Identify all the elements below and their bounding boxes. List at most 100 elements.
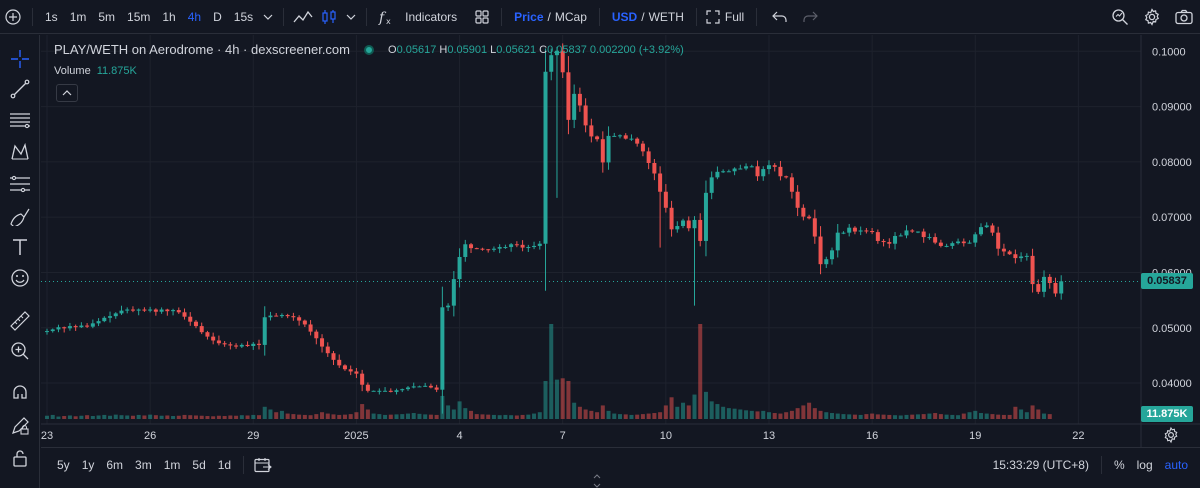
- volume-bar: [927, 413, 932, 419]
- log-scale-toggle[interactable]: log: [1136, 458, 1153, 472]
- volume-bar: [302, 414, 307, 419]
- x-tick-label: 16: [866, 430, 878, 442]
- range-3m[interactable]: 3m: [135, 457, 152, 472]
- high-value: 0.05901: [447, 43, 488, 56]
- candle: [314, 331, 319, 339]
- volume-bar: [640, 414, 645, 419]
- volume-bar: [881, 414, 886, 419]
- svg-text:f: f: [378, 10, 387, 25]
- full-button[interactable]: Full: [724, 9, 745, 24]
- volume-bar: [893, 415, 898, 419]
- range-5d[interactable]: 5d: [192, 457, 206, 472]
- range-5y[interactable]: 5y: [57, 457, 70, 472]
- line-chart-icon[interactable]: [290, 0, 316, 34]
- candle: [1053, 282, 1058, 294]
- volume-bar: [211, 416, 216, 419]
- trend-line-icon[interactable]: [6, 75, 34, 103]
- ruler-icon[interactable]: [6, 307, 34, 335]
- emoji-icon[interactable]: [6, 264, 34, 292]
- price-chart[interactable]: 0.040000.050000.060000.070000.080000.090…: [41, 35, 1200, 447]
- range-1m[interactable]: 1m: [163, 457, 181, 472]
- candle: [216, 340, 221, 344]
- brush-icon[interactable]: [6, 202, 34, 230]
- candle: [193, 321, 198, 327]
- toolbar-divider: [366, 7, 368, 26]
- horizontal-lines-icon[interactable]: [6, 106, 34, 134]
- volume-bar: [755, 411, 760, 419]
- percent-scale-toggle[interactable]: %: [1113, 458, 1125, 472]
- volume-bar: [503, 414, 508, 419]
- volume-bar: [44, 415, 50, 419]
- chevron-down-icon[interactable]: [342, 0, 360, 34]
- interval-1h[interactable]: 1h: [162, 9, 176, 24]
- pencil-lock-icon[interactable]: [6, 412, 34, 440]
- crosshair-icon[interactable]: [6, 45, 34, 73]
- bottom-toolbar: 5y 1y 6m 3m 1m 5d 1d 15:33:29 (UTC+8) % …: [41, 447, 1200, 481]
- interval-1m[interactable]: 1m: [69, 9, 87, 24]
- auto-scale-toggle[interactable]: auto: [1164, 458, 1188, 472]
- chevron-down-icon[interactable]: [259, 0, 277, 34]
- candle: [692, 219, 697, 229]
- candle: [405, 387, 410, 390]
- candle: [554, 50, 559, 56]
- collapse-legend-button[interactable]: [56, 84, 78, 102]
- pattern-icon[interactable]: [6, 138, 34, 166]
- clock-time[interactable]: 15:33:29 (UTC+8): [992, 458, 1089, 472]
- redo-icon[interactable]: [797, 0, 823, 34]
- volume-bar: [761, 410, 766, 419]
- candles-icon[interactable]: [316, 0, 342, 34]
- y-tick-label: 0.1000: [1152, 46, 1186, 58]
- volume-bar: [789, 410, 794, 419]
- volume-bar: [858, 414, 863, 419]
- lock-icon[interactable]: [6, 444, 34, 472]
- indicators-button[interactable]: Indicators: [405, 9, 458, 24]
- candle: [927, 237, 932, 239]
- volume-bar: [469, 410, 474, 419]
- quick-search-icon[interactable]: [1104, 0, 1136, 34]
- magnet-icon[interactable]: [6, 380, 34, 408]
- fib-retracement-icon[interactable]: [6, 170, 34, 198]
- range-6m[interactable]: 6m: [106, 457, 124, 472]
- interval-4h[interactable]: 4h: [187, 9, 202, 24]
- interval-5m[interactable]: 5m: [98, 9, 116, 24]
- resize-handle-icon[interactable]: [592, 474, 602, 488]
- settings-gear-icon[interactable]: [1136, 0, 1168, 34]
- templates-grid-icon[interactable]: [469, 0, 495, 34]
- candle: [239, 344, 244, 347]
- weth-toggle[interactable]: WETH: [648, 9, 684, 24]
- candle: [257, 343, 262, 345]
- calendar-goto-icon[interactable]: [250, 448, 276, 482]
- range-1d[interactable]: 1d: [217, 457, 232, 472]
- candle: [279, 315, 284, 317]
- zoom-in-icon[interactable]: [6, 337, 34, 365]
- candle: [44, 331, 50, 333]
- volume-bar: [108, 415, 113, 419]
- volume-bar: [451, 409, 456, 419]
- volume-bar: [1042, 413, 1047, 419]
- x-tick-label: 13: [763, 430, 775, 442]
- usd-toggle[interactable]: USD: [611, 9, 638, 24]
- price-toggle[interactable]: Price: [514, 9, 544, 24]
- candle: [434, 387, 439, 390]
- undo-icon[interactable]: [767, 0, 793, 34]
- mcap-toggle[interactable]: MCap: [554, 9, 587, 24]
- interval-15s[interactable]: 15s: [233, 9, 254, 24]
- fullscreen-icon[interactable]: [703, 0, 723, 34]
- volume-bar: [703, 391, 708, 419]
- candle: [102, 317, 107, 322]
- candle: [1013, 254, 1018, 259]
- add-symbol-icon[interactable]: [0, 0, 26, 34]
- candle: [113, 313, 118, 317]
- range-1y[interactable]: 1y: [81, 457, 95, 472]
- camera-snapshot-icon[interactable]: [1168, 0, 1200, 34]
- volume-bar: [331, 414, 336, 419]
- interval-1s[interactable]: 1s: [45, 9, 58, 24]
- text-tool-icon[interactable]: [6, 233, 34, 261]
- candle: [915, 231, 920, 233]
- interval-d[interactable]: D: [213, 9, 222, 24]
- x-tick-label: 19: [969, 430, 981, 442]
- candle: [761, 169, 766, 177]
- interval-15m[interactable]: 15m: [127, 9, 151, 24]
- axis-settings-gear-icon[interactable]: [1162, 426, 1180, 444]
